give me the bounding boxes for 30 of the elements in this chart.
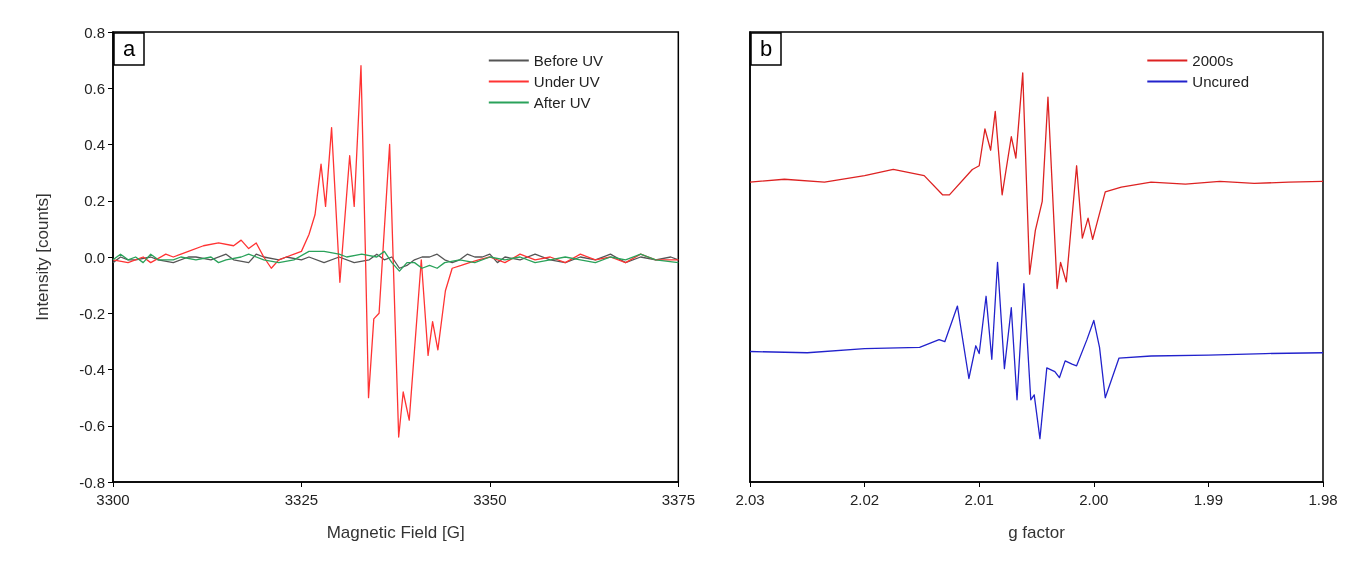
line-series [112,65,679,438]
x-tick-label: 3300 [96,491,130,508]
x-tick-label: 3325 [284,491,319,508]
x-tick-label: 2.02 [850,491,880,508]
x-tick-label: 3350 [473,491,507,508]
y-tick-label: -0.8 [79,473,105,491]
y-tick-label: 0.8 [84,23,105,41]
x-tick-label: 1.98 [1308,491,1338,508]
x-axis-title: g factor [1008,523,1066,542]
x-tick-label: 2.03 [735,491,765,508]
x-tick-label: 3375 [661,491,695,508]
chart-title: a [123,35,136,61]
legend-label: Uncured [1192,73,1250,90]
y-tick-label: -0.4 [79,361,105,378]
x-tick-label: 2.00 [1079,491,1109,508]
legend-label: Under UV [533,73,600,90]
y-tick-label: -0.2 [79,304,105,322]
legend-label: After UV [533,94,591,111]
x-tick-label: 2.01 [964,491,994,508]
y-tick-label: -0.6 [79,417,105,435]
chart-title: b [760,35,773,61]
x-axis-title: Magnetic Field [G] [326,523,465,542]
y-tick-label: 0.4 [84,136,105,153]
y-axis-title: Intensity [counts] [33,193,52,321]
y-tick-label: 0.6 [84,79,105,97]
x-tick-label: 1.99 [1193,491,1223,508]
legend-label: Before UV [533,52,603,69]
legend-label: 2000s [1192,52,1234,69]
y-tick-label: 0.2 [84,192,105,210]
y-tick-label: 0.0 [84,248,105,266]
